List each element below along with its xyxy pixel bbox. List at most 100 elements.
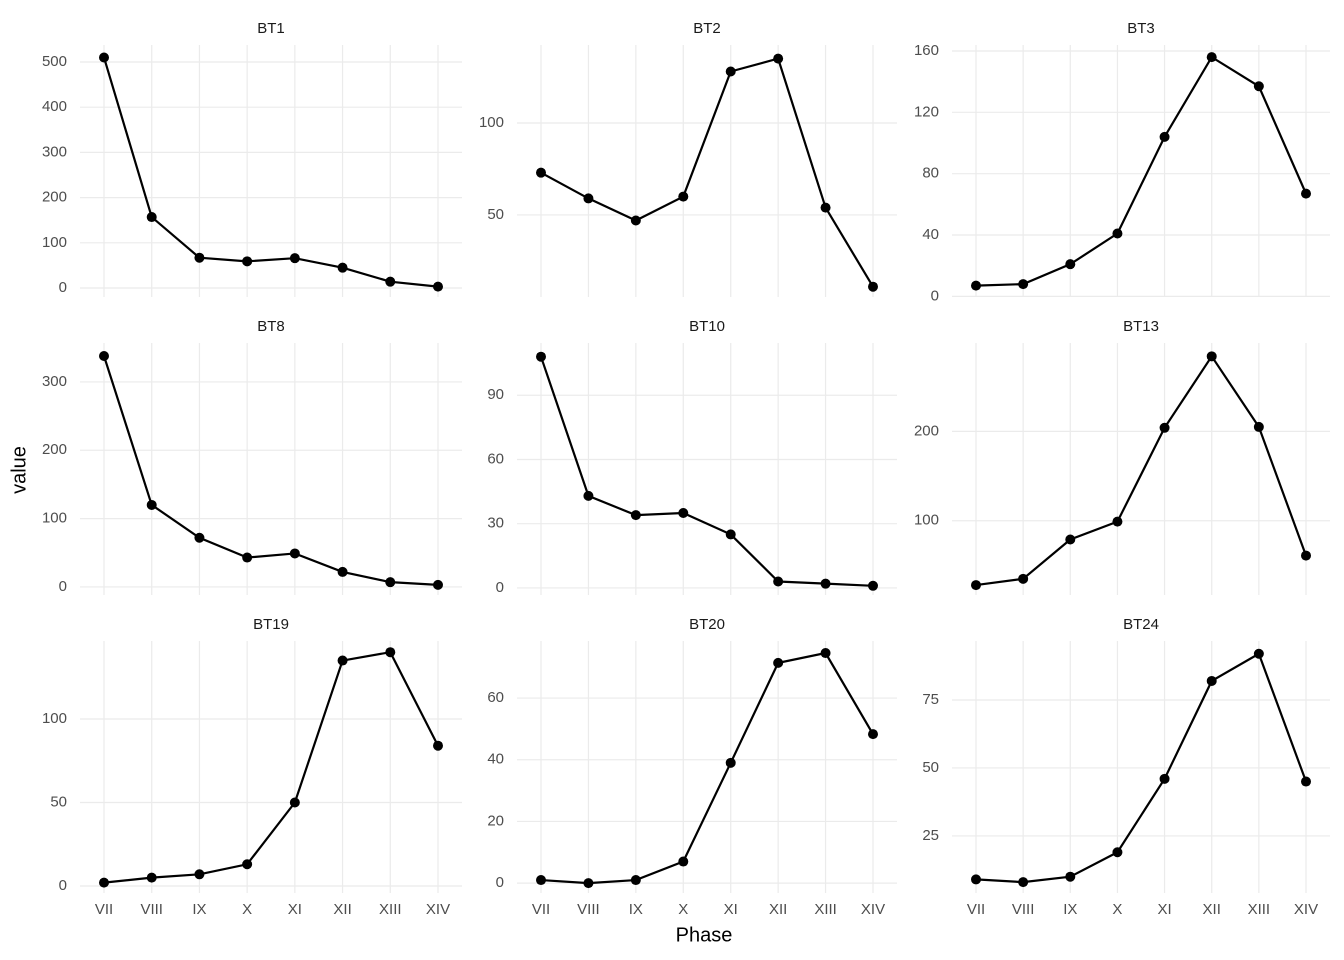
point xyxy=(630,510,641,521)
x-tick-label: IX xyxy=(192,901,206,918)
line xyxy=(539,356,874,587)
point xyxy=(194,869,205,880)
point xyxy=(536,351,546,362)
x-tick-label: XIII xyxy=(814,901,837,918)
x-tick-label: IX xyxy=(1063,901,1077,918)
y-tick-label: 40 xyxy=(487,751,504,768)
y-tick-label: 60 xyxy=(487,450,504,467)
point xyxy=(678,856,689,867)
point xyxy=(433,579,443,590)
point xyxy=(385,276,396,287)
x-tick-label: XI xyxy=(1157,901,1171,918)
line xyxy=(102,57,439,288)
panel-title: BT2 xyxy=(693,20,721,37)
point xyxy=(242,552,253,563)
point xyxy=(146,499,157,510)
y-tick-label: 0 xyxy=(931,287,939,304)
y-tick-label: 50 xyxy=(922,759,939,776)
y-tick-label: 160 xyxy=(914,42,939,59)
y-axis-label: value xyxy=(8,446,30,494)
x-tick-label: XIV xyxy=(426,901,450,918)
panel-title: BT3 xyxy=(1127,20,1155,37)
y-tick-label: 0 xyxy=(59,279,67,296)
point xyxy=(194,532,205,543)
y-tick-label: 100 xyxy=(42,234,67,251)
point xyxy=(630,875,641,886)
y-tick-label: 100 xyxy=(42,710,67,727)
x-tick-label: VIII xyxy=(1012,901,1035,918)
point xyxy=(971,874,981,885)
y-tick-label: 80 xyxy=(922,165,939,182)
point xyxy=(1253,648,1264,659)
line xyxy=(540,57,874,288)
y-tick-label: 90 xyxy=(487,386,504,403)
point xyxy=(868,281,878,292)
point xyxy=(1065,534,1076,545)
point xyxy=(1206,52,1217,63)
point xyxy=(1112,516,1123,527)
point xyxy=(337,262,348,273)
panel-title: BT20 xyxy=(689,616,725,633)
y-tick-label: 0 xyxy=(496,874,504,891)
point xyxy=(773,657,784,668)
y-tick-label: 60 xyxy=(487,689,504,706)
y-tick-label: 300 xyxy=(42,373,67,390)
x-tick-label: IX xyxy=(629,901,643,918)
point xyxy=(583,878,594,889)
panel-title: BT24 xyxy=(1123,616,1159,633)
y-tick-label: 200 xyxy=(914,422,939,439)
point xyxy=(1301,550,1311,561)
point xyxy=(99,877,109,888)
panel-title: BT13 xyxy=(1123,318,1159,335)
x-tick-label: VIII xyxy=(577,901,600,918)
line xyxy=(975,652,1308,884)
point xyxy=(1018,573,1029,584)
y-tick-label: 50 xyxy=(50,793,67,810)
x-tick-label: XI xyxy=(724,901,738,918)
point xyxy=(99,350,109,361)
y-tick-label: 20 xyxy=(487,812,504,829)
point xyxy=(1018,279,1029,290)
x-tick-label: XIII xyxy=(1248,901,1271,918)
point xyxy=(971,580,981,591)
point xyxy=(725,66,736,77)
panel-title: BT1 xyxy=(257,20,285,37)
x-tick-label: XI xyxy=(288,901,302,918)
point xyxy=(583,193,594,204)
point xyxy=(1301,188,1311,199)
point xyxy=(820,202,831,213)
y-tick-label: 200 xyxy=(42,189,67,206)
y-tick-label: 0 xyxy=(59,578,67,595)
y-tick-label: 500 xyxy=(42,53,67,70)
point xyxy=(1301,776,1311,787)
point xyxy=(242,256,253,267)
y-tick-label: 30 xyxy=(487,515,504,532)
y-tick-label: 100 xyxy=(479,114,504,131)
x-tick-label: XIV xyxy=(1294,901,1318,918)
point xyxy=(1065,259,1076,270)
line xyxy=(103,650,439,884)
point xyxy=(773,53,784,64)
point xyxy=(868,580,878,591)
point xyxy=(678,191,689,202)
point xyxy=(725,757,736,768)
x-tick-label: VII xyxy=(532,901,550,918)
point xyxy=(433,740,443,751)
x-tick-label: X xyxy=(1112,901,1122,918)
point xyxy=(1159,773,1170,784)
point xyxy=(1206,675,1217,686)
point xyxy=(725,529,736,540)
y-tick-label: 50 xyxy=(487,206,504,223)
x-tick-label: XIV xyxy=(861,901,885,918)
x-tick-label: VII xyxy=(967,901,985,918)
point xyxy=(1253,81,1264,92)
x-tick-label: VII xyxy=(95,901,113,918)
point xyxy=(536,167,546,178)
point xyxy=(1159,131,1170,142)
y-tick-label: 100 xyxy=(42,510,67,527)
line xyxy=(102,355,439,586)
point xyxy=(385,577,396,588)
point xyxy=(1065,871,1076,882)
y-tick-label: 0 xyxy=(59,877,67,894)
point xyxy=(583,490,594,501)
